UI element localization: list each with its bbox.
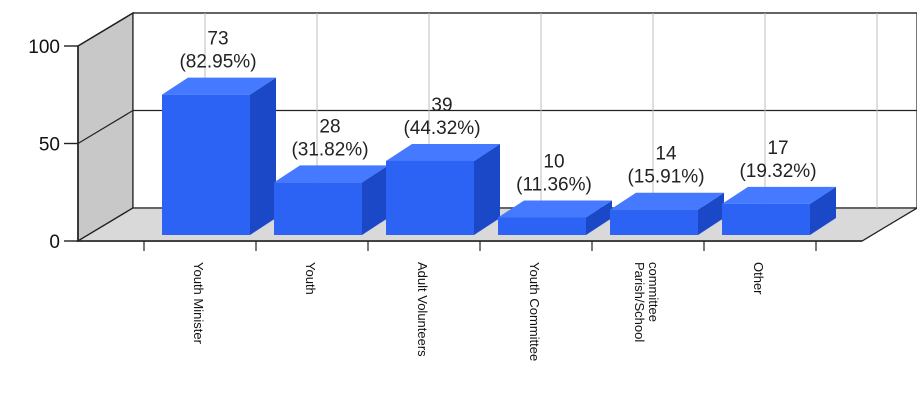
bar-front (498, 217, 586, 235)
bar-top (610, 192, 724, 210)
gridline-wall (77, 109, 134, 145)
bar-front (162, 94, 250, 236)
bar-percent-label: (15.91%) (627, 167, 704, 188)
chart-bars (162, 77, 836, 236)
bar-top (498, 200, 612, 218)
bar (722, 186, 836, 235)
y-tick-label: 100 (28, 37, 60, 58)
bar-side (810, 186, 836, 235)
chart-category-labels: Youth Minister Youth Adult Volunteers Youth… (191, 262, 766, 361)
bar-side (698, 192, 724, 235)
bar (386, 143, 500, 235)
bar (162, 77, 276, 236)
bar-percent-label: (82.95%) (179, 52, 256, 73)
bar-percent-label: (44.32%) (403, 118, 480, 139)
category-label: Other (751, 262, 766, 295)
bar-front (610, 209, 698, 235)
bar-side (586, 200, 612, 235)
bar-top (274, 165, 388, 183)
category-label: Youth Minister (191, 262, 206, 345)
category-label: Youth Committee (527, 262, 542, 361)
bar-top (386, 143, 500, 161)
bar-side (362, 165, 388, 235)
bar-value-label: 10 (543, 152, 564, 173)
category-label: Adult Volunteers (415, 262, 430, 357)
bar-percent-label: (11.36%) (516, 175, 592, 196)
bar-value-label: 17 (767, 138, 788, 159)
bar-value-label: 28 (319, 116, 340, 137)
category-label: Youth (303, 262, 318, 295)
bar-percent-label: (31.82%) (291, 139, 368, 160)
bar-front (274, 182, 362, 235)
bar-top (162, 77, 276, 95)
bar-side (474, 143, 500, 235)
bar-percent-label: (19.32%) (739, 161, 816, 182)
gridline-wall (77, 12, 134, 47)
bar-front (386, 160, 474, 235)
bar-value-label: 39 (431, 95, 452, 116)
bar-top (722, 186, 836, 204)
chart-axes: 0 50 100 (28, 37, 862, 253)
category-label: committee (646, 262, 661, 322)
y-tick-label: 50 (39, 135, 60, 156)
bar (610, 192, 724, 235)
bar (498, 200, 612, 235)
bar-front (722, 203, 810, 235)
category-label: Parish/School (632, 262, 647, 342)
bar (274, 165, 388, 235)
y-tick-label: 0 (49, 232, 60, 253)
bar-side (250, 77, 276, 236)
bar-value-label: 73 (207, 29, 228, 50)
chart-data-labels: 73(82.95%) 28(31.82%) 39(44.32%) 10(11.36%)… (179, 29, 816, 196)
bar-value-label: 14 (655, 144, 677, 165)
